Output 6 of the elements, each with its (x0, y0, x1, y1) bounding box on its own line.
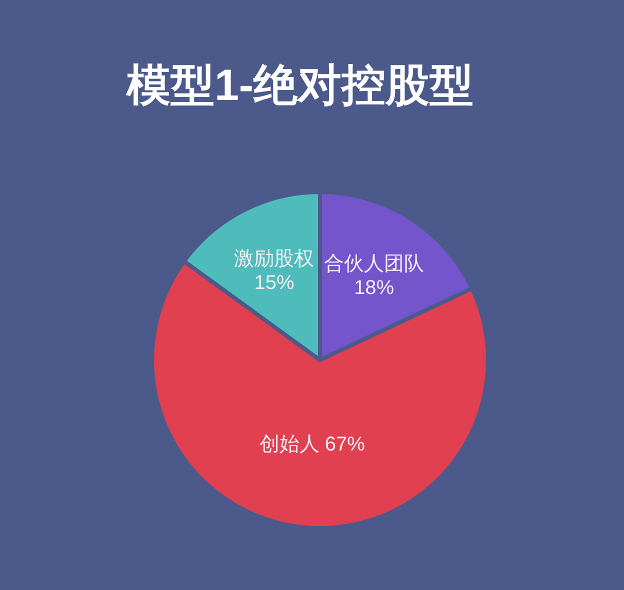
slice-label: 创始人 67% (259, 434, 366, 456)
slice-label: 合伙人团队 (324, 252, 424, 275)
data-label: 18% (354, 276, 394, 299)
chart-title: 模型1-绝对控股型 (125, 61, 474, 110)
data-label: 15% (254, 272, 294, 294)
slice-label: 激励股权 (234, 248, 314, 270)
